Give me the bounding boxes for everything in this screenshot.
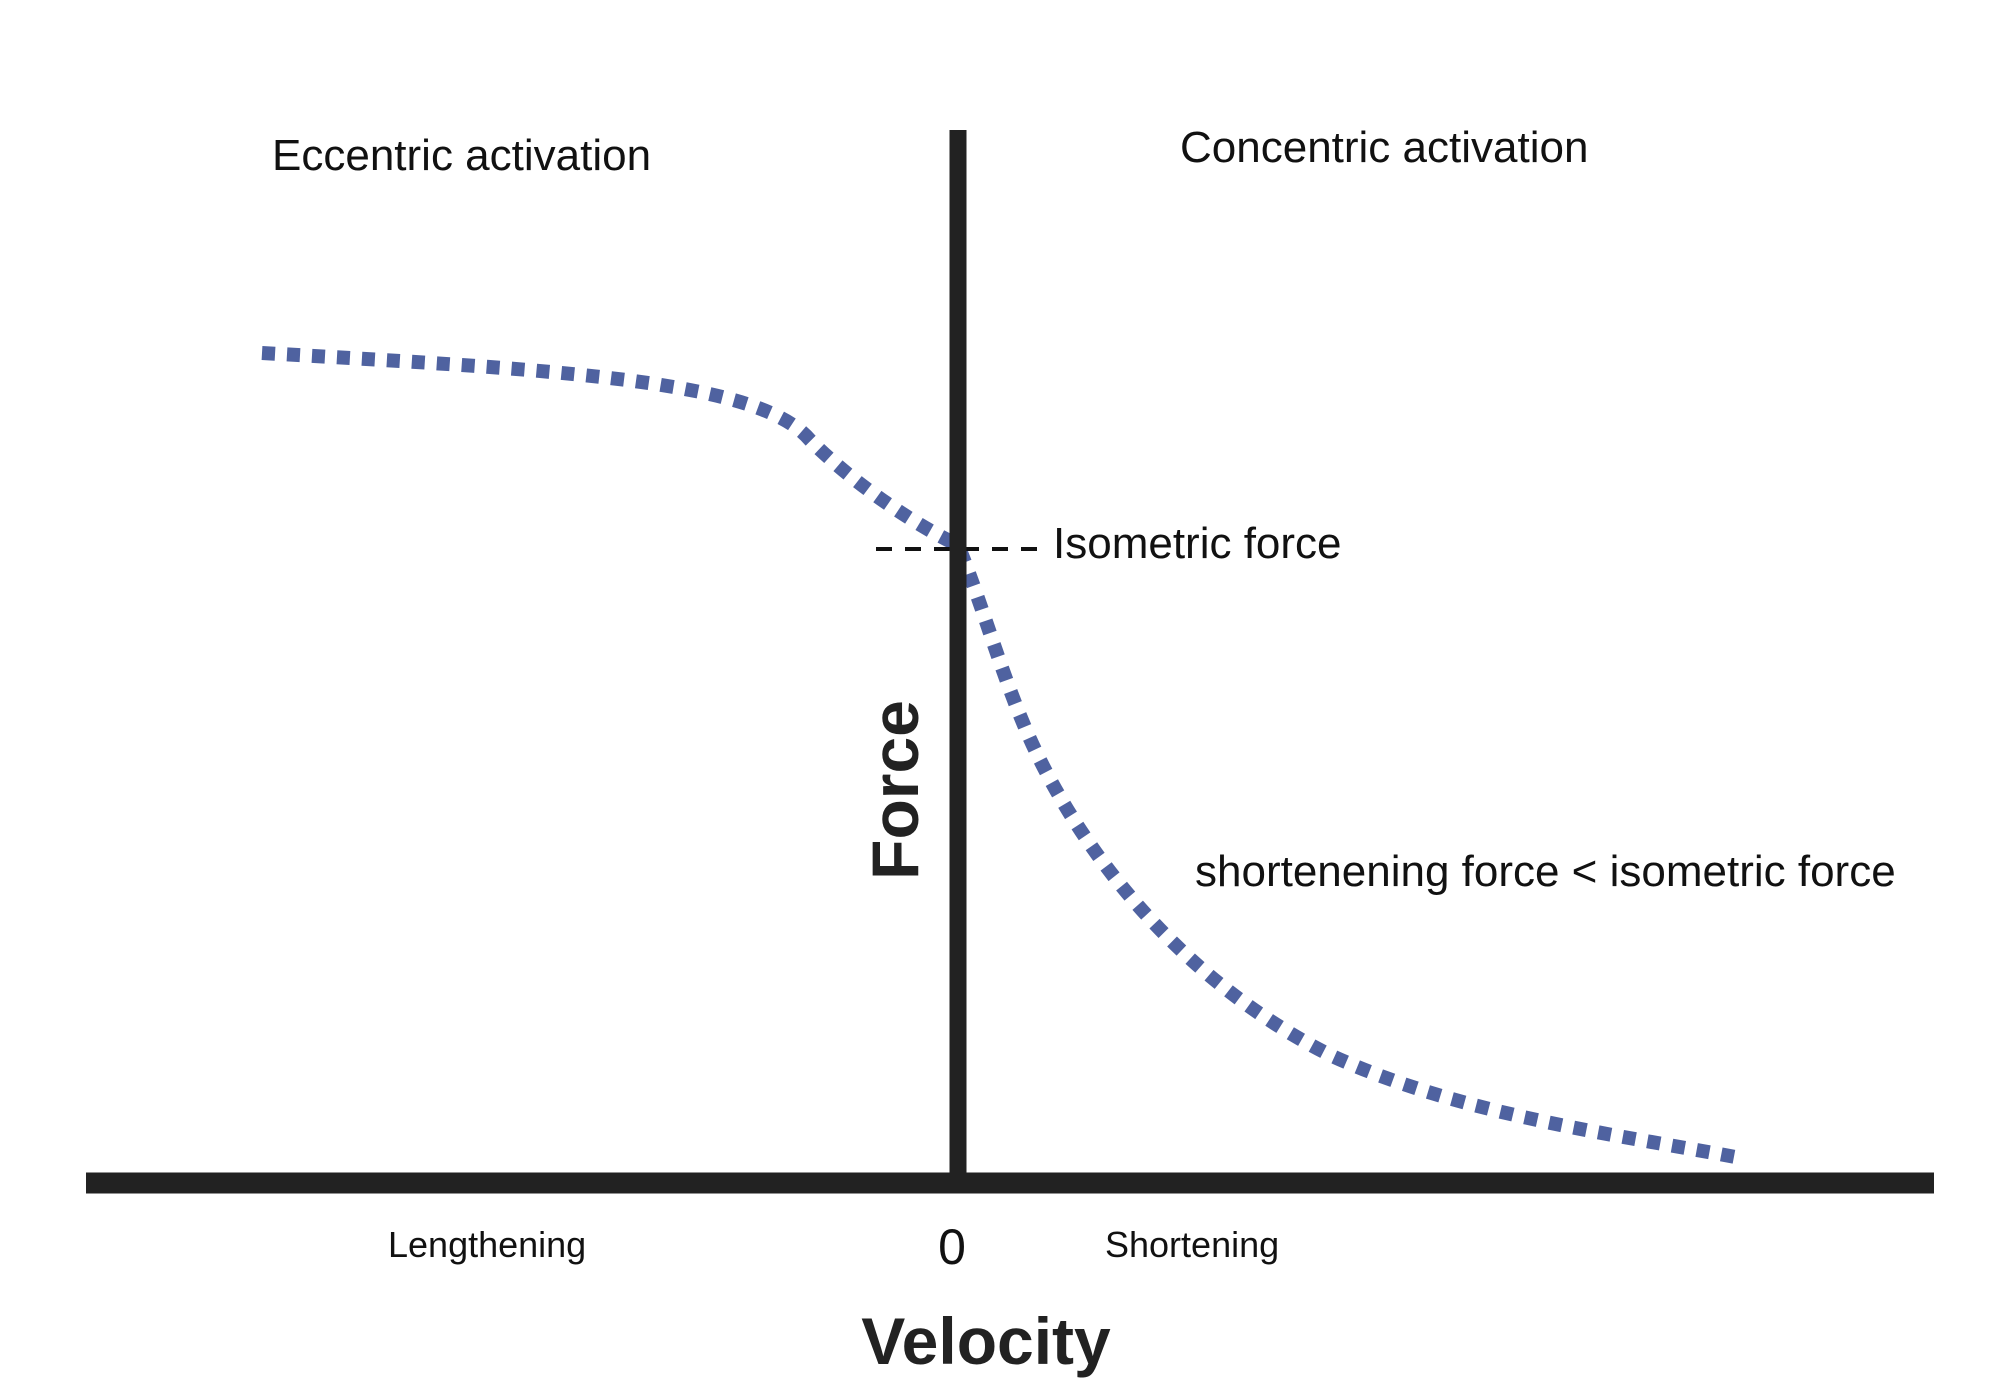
force-velocity-curve xyxy=(261,346,1737,1164)
shortening-label: Shortening xyxy=(1105,1224,1279,1265)
eccentric-activation-label: Eccentric activation xyxy=(272,131,651,180)
concentric-activation-label: Concentric activation xyxy=(1180,123,1588,172)
velocity-axis-title: Velocity xyxy=(861,1304,1111,1378)
shortening-force-note: shortenening force < isometric force xyxy=(1195,847,1896,896)
zero-label: 0 xyxy=(938,1219,966,1275)
isometric-force-label: Isometric force xyxy=(1053,519,1342,568)
force-axis-title: Force xyxy=(858,700,932,880)
lengthening-label: Lengthening xyxy=(388,1224,586,1265)
